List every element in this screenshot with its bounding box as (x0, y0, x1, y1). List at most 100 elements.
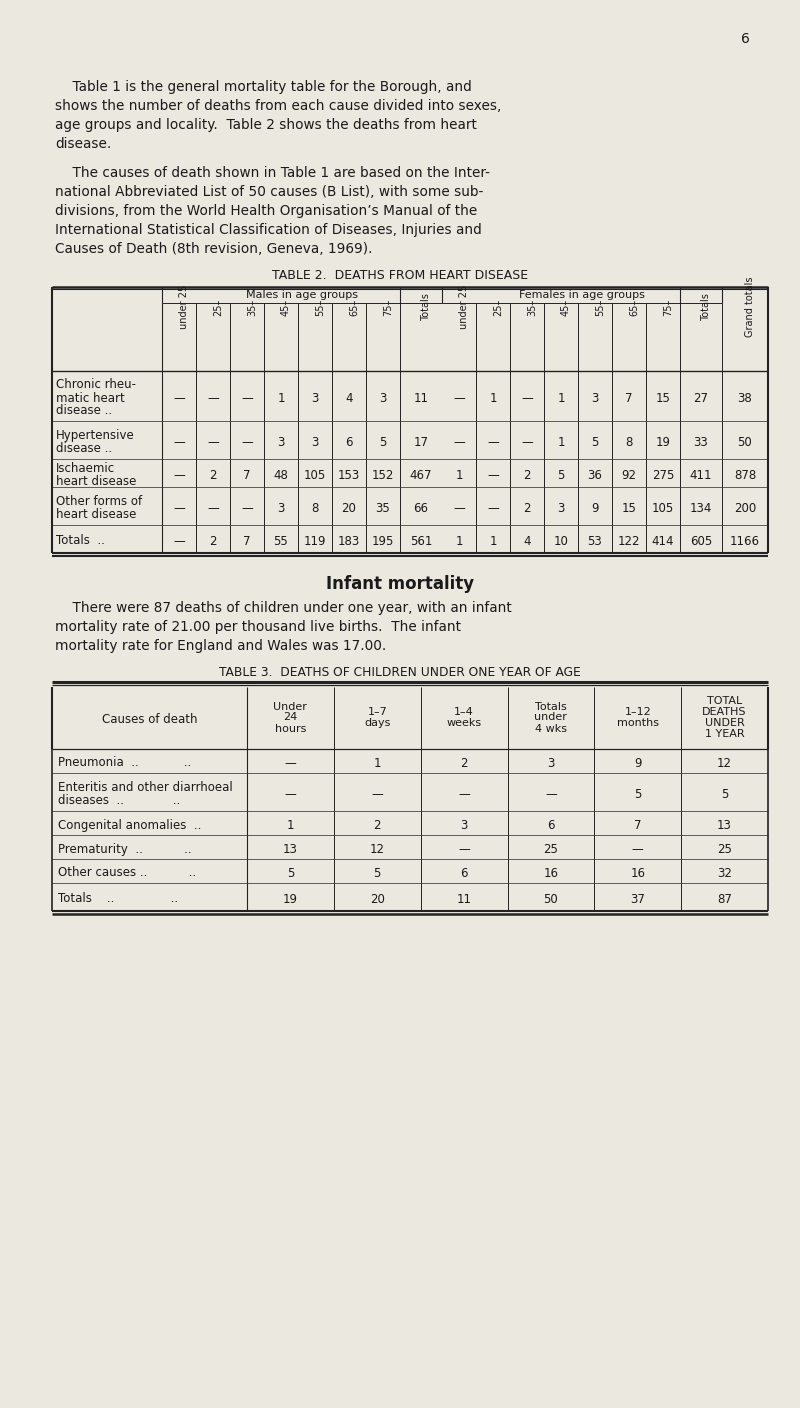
Text: 275: 275 (652, 469, 674, 482)
Text: —: — (207, 391, 219, 406)
Text: 134: 134 (690, 503, 712, 515)
Text: —: — (458, 843, 470, 856)
Text: —: — (632, 843, 644, 856)
Text: 25–: 25– (213, 298, 223, 315)
Text: 12: 12 (717, 758, 732, 770)
Text: heart disease: heart disease (56, 474, 136, 489)
Text: Totals  ..: Totals .. (56, 535, 105, 548)
Text: TABLE 2.  DEATHS FROM HEART DISEASE: TABLE 2. DEATHS FROM HEART DISEASE (272, 269, 528, 282)
Text: Enteritis and other diarrhoeal: Enteritis and other diarrhoeal (58, 781, 233, 794)
Text: Congenital anomalies  ..: Congenital anomalies .. (58, 818, 202, 832)
Text: 122: 122 (618, 535, 640, 548)
Text: Table 1 is the general mortality table for the Borough, and: Table 1 is the general mortality table f… (55, 80, 472, 94)
Text: 5: 5 (634, 788, 642, 801)
Text: 27: 27 (694, 391, 709, 406)
Text: Chronic rheu-: Chronic rheu- (56, 379, 136, 391)
Text: —: — (241, 391, 253, 406)
Text: mortality rate of 21.00 per thousand live births.  The infant: mortality rate of 21.00 per thousand liv… (55, 620, 461, 634)
Text: 1: 1 (490, 535, 497, 548)
Text: 3: 3 (591, 391, 598, 406)
Text: 1: 1 (286, 819, 294, 832)
Text: Causes of Death (8th revision, Geneva, 1969).: Causes of Death (8th revision, Geneva, 1… (55, 242, 373, 256)
Text: mortality rate for England and Wales was 17.00.: mortality rate for England and Wales was… (55, 639, 386, 653)
Text: 1: 1 (455, 469, 462, 482)
Text: 878: 878 (734, 469, 756, 482)
Text: Prematurity  ..           ..: Prematurity .. .. (58, 842, 192, 856)
Text: International Statistical Classification of Diseases, Injuries and: International Statistical Classification… (55, 222, 482, 237)
Text: 153: 153 (338, 469, 360, 482)
Text: —: — (285, 758, 296, 770)
Text: 25: 25 (717, 843, 732, 856)
Text: DEATHS: DEATHS (702, 707, 747, 717)
Text: 55–: 55– (315, 298, 325, 315)
Text: 53: 53 (588, 535, 602, 548)
Text: 16: 16 (543, 867, 558, 880)
Text: —: — (521, 391, 533, 406)
Text: 1: 1 (558, 436, 565, 449)
Text: disease ..: disease .. (56, 442, 112, 455)
Text: —: — (487, 469, 499, 482)
Text: —: — (207, 503, 219, 515)
Text: 13: 13 (717, 819, 732, 832)
Text: 105: 105 (652, 503, 674, 515)
Text: 16: 16 (630, 867, 646, 880)
Text: 48: 48 (274, 469, 289, 482)
Text: days: days (364, 718, 390, 728)
Text: 1: 1 (490, 391, 497, 406)
Text: 5: 5 (558, 469, 565, 482)
Text: 65–: 65– (629, 298, 639, 315)
Text: —: — (453, 391, 465, 406)
Text: —: — (173, 436, 185, 449)
Text: divisions, from the World Health Organisation’s Manual of the: divisions, from the World Health Organis… (55, 204, 478, 218)
Text: 50: 50 (738, 436, 752, 449)
Text: 9: 9 (591, 503, 598, 515)
Text: 1: 1 (455, 535, 462, 548)
Text: 3: 3 (558, 503, 565, 515)
Text: 75–: 75– (383, 298, 393, 315)
Text: —: — (487, 436, 499, 449)
Text: 20: 20 (370, 893, 385, 905)
Text: months: months (617, 718, 658, 728)
Text: 119: 119 (304, 535, 326, 548)
Text: Other forms of: Other forms of (56, 496, 142, 508)
Text: —: — (173, 535, 185, 548)
Text: 1 YEAR: 1 YEAR (705, 729, 744, 739)
Text: Totals: Totals (701, 293, 711, 321)
Text: 9: 9 (634, 758, 642, 770)
Text: 8: 8 (626, 436, 633, 449)
Text: 37: 37 (630, 893, 645, 905)
Text: 20: 20 (342, 503, 357, 515)
Text: 3: 3 (278, 436, 285, 449)
Text: 7: 7 (626, 391, 633, 406)
Text: 66: 66 (414, 503, 429, 515)
Text: 467: 467 (410, 469, 432, 482)
Text: 1: 1 (374, 758, 381, 770)
Text: weeks: weeks (446, 718, 482, 728)
Text: 4: 4 (523, 535, 530, 548)
Text: —: — (453, 436, 465, 449)
Text: Females in age groups: Females in age groups (519, 290, 645, 300)
Text: 7: 7 (243, 535, 250, 548)
Text: 1–7: 1–7 (367, 707, 387, 717)
Text: 19: 19 (283, 893, 298, 905)
Text: Males in age groups: Males in age groups (246, 290, 358, 300)
Text: 605: 605 (690, 535, 712, 548)
Text: —: — (285, 788, 296, 801)
Text: 25: 25 (543, 843, 558, 856)
Text: Causes of death: Causes of death (102, 712, 198, 727)
Text: hours: hours (274, 724, 306, 734)
Text: 195: 195 (372, 535, 394, 548)
Text: Totals    ..               ..: Totals .. .. (58, 893, 178, 905)
Text: The causes of death shown in Table 1 are based on the Inter-: The causes of death shown in Table 1 are… (55, 166, 490, 180)
Text: under 25: under 25 (459, 284, 469, 329)
Text: diseases  ..             ..: diseases .. .. (58, 794, 180, 807)
Text: heart disease: heart disease (56, 508, 136, 521)
Text: 1: 1 (278, 391, 285, 406)
Text: Ischaemic: Ischaemic (56, 462, 115, 474)
Text: 3: 3 (278, 503, 285, 515)
Text: 13: 13 (283, 843, 298, 856)
Text: 2: 2 (374, 819, 381, 832)
Text: 183: 183 (338, 535, 360, 548)
Text: 17: 17 (414, 436, 429, 449)
Text: 92: 92 (622, 469, 637, 482)
